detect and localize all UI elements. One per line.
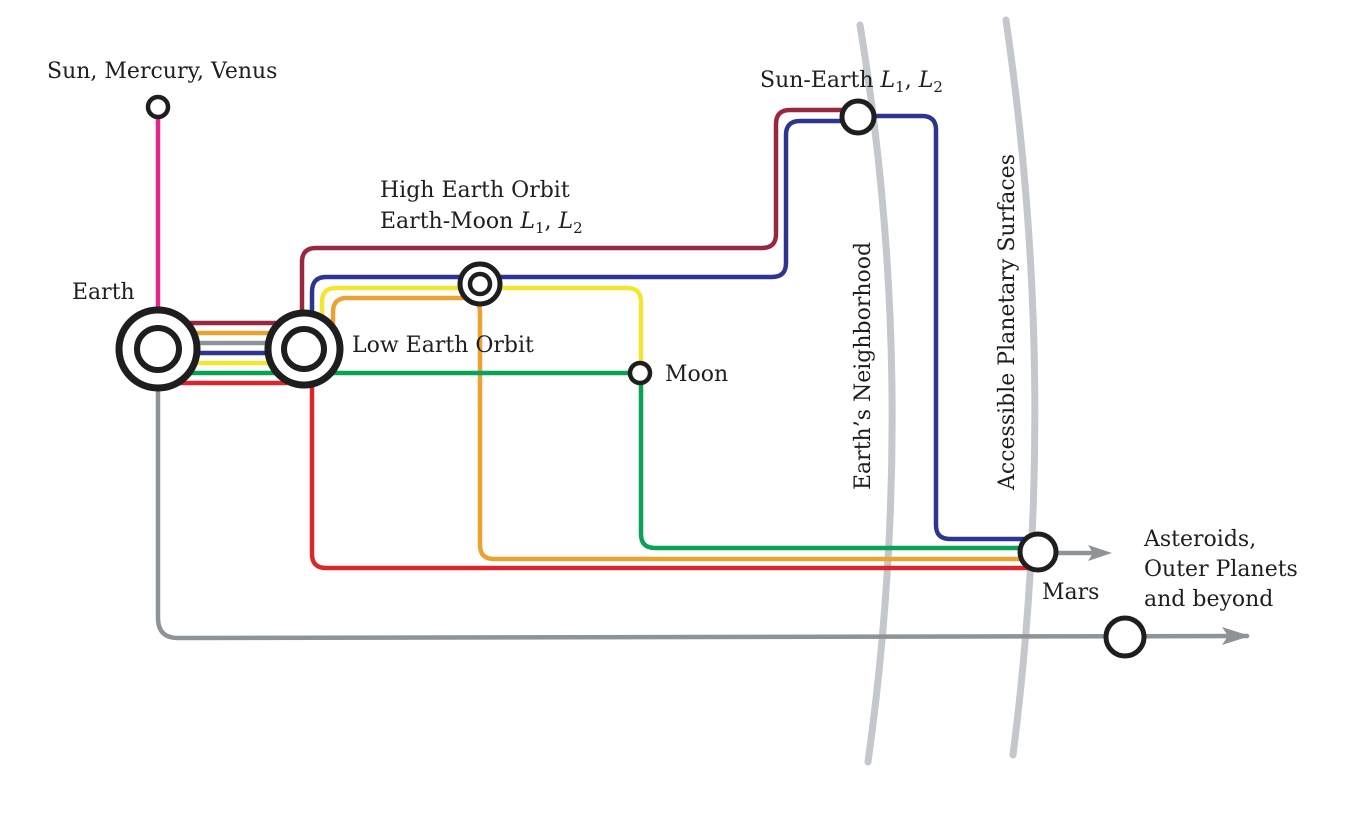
outer-planets-arrowhead [1222, 627, 1250, 645]
earth-node-inner [134, 325, 182, 373]
mars-node [1017, 531, 1059, 573]
accessible-surfaces-boundary [1002, 16, 1039, 759]
leo-node-inner [281, 326, 327, 372]
route-red [309, 381, 1039, 571]
sun-earth-l1-letter: L [880, 68, 896, 93]
earths-neighborhood-label: Earth’s Neighborhood [851, 242, 876, 490]
sun-earth-l1-subscript: 1 [895, 78, 905, 96]
sun-earth-l2-subscript: 2 [933, 78, 943, 96]
route-navy [309, 113, 1039, 542]
sun-earth-separator: , [905, 68, 919, 93]
earth-moon-l2-letter: L [557, 209, 573, 234]
routes [155, 105, 1250, 641]
earths-neighborhood-boundary [856, 21, 896, 766]
route-outer-planets [155, 375, 1250, 641]
moon-node [627, 360, 653, 386]
route-maroon [299, 107, 861, 325]
accessible-surfaces-label: Accessible Planetary Surfaces [995, 154, 1020, 491]
earth-moon-separator: , [544, 209, 558, 234]
sun-earth-l-node [839, 98, 877, 136]
low-earth-orbit-label: Low Earth Orbit [352, 333, 534, 358]
outer-planets-node [1103, 615, 1147, 659]
earth-moon-l1-letter: L [519, 209, 535, 234]
asteroids-label: Asteroids, [1143, 527, 1256, 552]
sun-earth-lagrange-label: Sun-Earth L1, L2 [760, 68, 943, 96]
mars-arrowhead [1088, 545, 1112, 561]
earth-moon-l1-subscript: 1 [535, 219, 545, 237]
high-earth-orbit-label: High Earth Orbit [380, 178, 570, 203]
moon-label: Moon [665, 362, 728, 387]
and-beyond-label: and beyond [1144, 587, 1273, 612]
mars-label: Mars [1042, 580, 1099, 605]
heo-node-inner [467, 271, 493, 297]
sun-mercury-venus-node [145, 94, 171, 120]
sun-mercury-venus-label: Sun, Mercury, Venus [47, 59, 277, 84]
route-green [301, 370, 1039, 551]
sun-earth-prefix: Sun-Earth [760, 68, 881, 93]
outer-planets-label: Outer Planets [1144, 557, 1298, 582]
earth-label: Earth [72, 280, 135, 305]
earth-moon-lagrange-label: Earth-Moon L1, L2 [380, 209, 583, 237]
earth-moon-l2-subscript: 2 [573, 219, 583, 237]
earth-moon-prefix: Earth-Moon [380, 209, 520, 234]
sun-earth-l2-letter: L [918, 68, 934, 93]
